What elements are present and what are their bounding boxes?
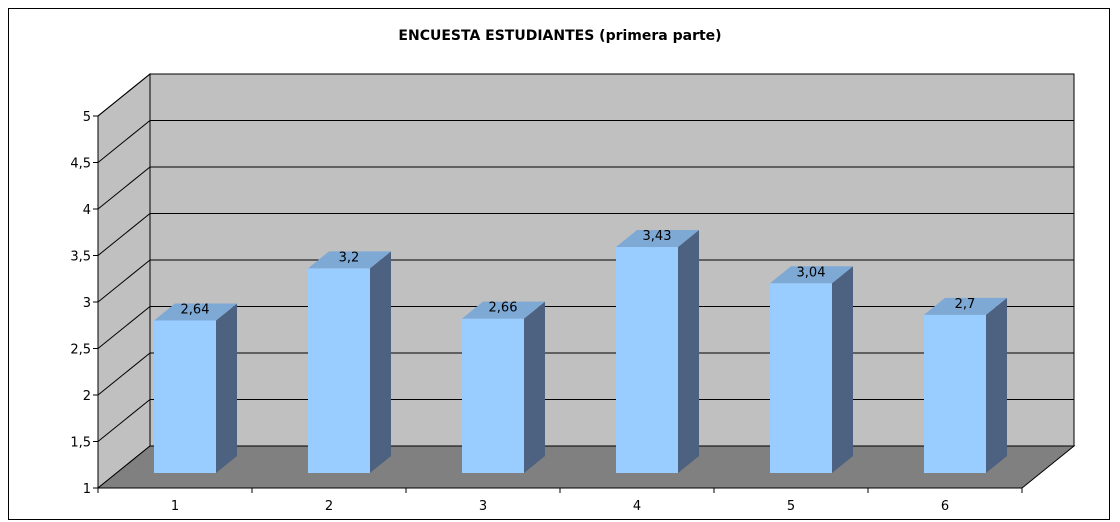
- gridline-side: [97, 306, 151, 349]
- y-tick-label: 3: [83, 296, 91, 311]
- gridline-side: [97, 259, 151, 303]
- y-tick-label: 3,5: [70, 250, 91, 265]
- y-tick-label: 1: [83, 482, 91, 497]
- bar: [770, 283, 832, 473]
- x-tick-label: 2: [325, 499, 333, 514]
- bar: [308, 268, 370, 473]
- data-label: 2,64: [181, 302, 210, 317]
- bar-side: [678, 230, 699, 473]
- x-tick-label: 5: [787, 499, 795, 514]
- bar: [924, 314, 986, 473]
- y-tick-label: 1,5: [70, 436, 91, 451]
- y-tick-label: 2,5: [70, 343, 91, 358]
- data-label: 3,04: [797, 265, 826, 280]
- bar: [616, 247, 678, 473]
- bar: [462, 318, 524, 473]
- bar-side: [524, 301, 545, 473]
- bar-top: [308, 251, 391, 269]
- x-tick-label: 4: [633, 499, 641, 514]
- data-label: 3,2: [339, 250, 360, 265]
- gridline-side: [97, 399, 151, 442]
- bar-side: [216, 303, 237, 473]
- chart-title: ENCUESTA ESTUDIANTES (primera parte): [398, 28, 722, 44]
- gridline-side: [97, 120, 151, 163]
- gridline-side: [97, 352, 151, 396]
- y-tick-label: 4,5: [70, 157, 91, 172]
- bar-side: [986, 297, 1007, 473]
- bar-side: [832, 266, 853, 473]
- y-tick-label: 5: [83, 110, 91, 125]
- x-tick-label: 3: [479, 499, 487, 514]
- bar-top: [770, 266, 853, 284]
- y-tick-label: 4: [83, 203, 91, 218]
- bar-side: [370, 251, 391, 473]
- data-label: 3,43: [643, 229, 672, 244]
- bar-top: [616, 230, 699, 248]
- x-tick-label: 6: [941, 499, 949, 514]
- bar-top: [154, 303, 237, 321]
- bar: [154, 320, 216, 473]
- gridline-side: [97, 213, 151, 256]
- gridline-side: [97, 166, 151, 210]
- data-label: 2,66: [489, 301, 518, 316]
- x-tick-label: 1: [171, 499, 179, 514]
- bar-top: [924, 297, 1007, 315]
- gridline-side: [97, 73, 151, 117]
- data-label: 2,7: [955, 297, 976, 312]
- y-tick-label: 2: [83, 389, 91, 404]
- bar-top: [462, 301, 545, 319]
